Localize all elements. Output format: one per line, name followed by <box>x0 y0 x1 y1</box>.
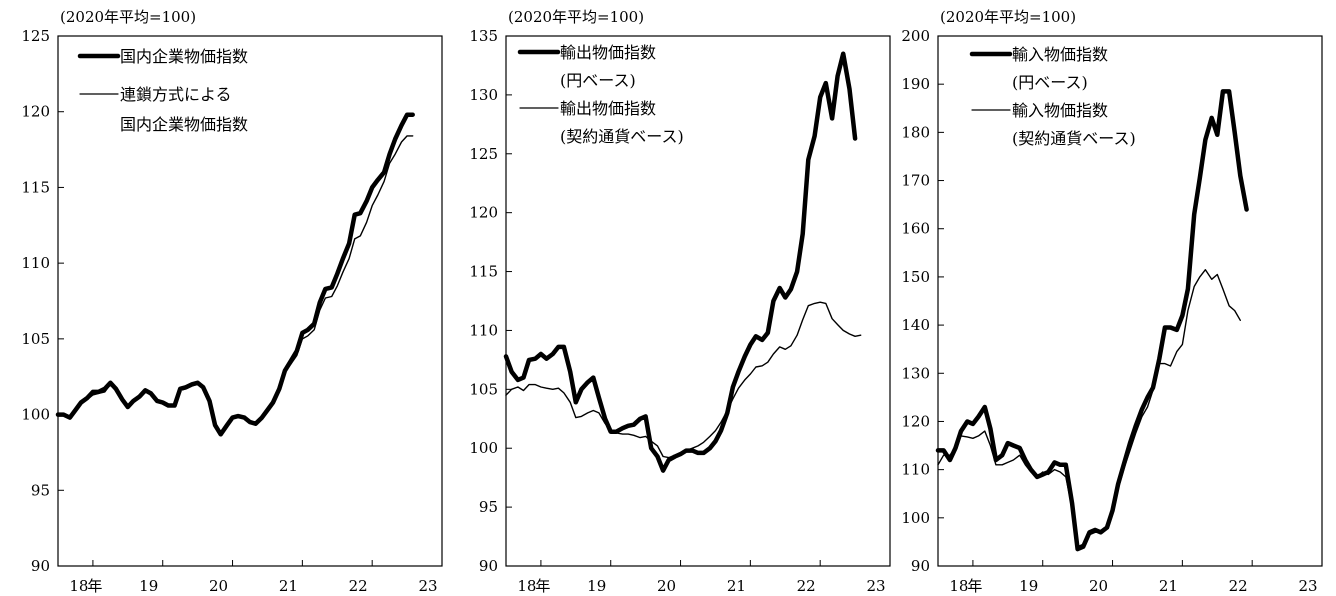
y-tick-label: 160 <box>901 220 930 238</box>
unit-label: (2020年平均=100) <box>508 8 644 26</box>
series-line-primary <box>55 112 415 437</box>
y-tick-label: 115 <box>21 178 50 196</box>
legend-label: 輸出物価指数 <box>560 99 656 118</box>
y-tick-label: 105 <box>469 380 498 398</box>
x-tick-label: 21 <box>727 577 746 595</box>
y-tick-label: 125 <box>469 145 498 163</box>
series-line-primary <box>935 89 1249 552</box>
legend-label: 輸入物価指数 <box>1012 101 1108 120</box>
x-tick-label: 22 <box>797 577 816 595</box>
legend-label: (円ベース) <box>560 71 636 90</box>
x-tick-label: 19 <box>1019 577 1038 595</box>
x-tick-label: 20 <box>209 577 228 595</box>
x-tick-label: 21 <box>1159 577 1178 595</box>
y-tick-label: 170 <box>901 172 930 190</box>
y-tick-label: 140 <box>901 316 930 334</box>
chart-panel-domestic: (2020年平均=100) 90 95 100 105 110 115 120 125 18 19 2… <box>0 0 448 596</box>
y-tick-label: 100 <box>901 509 930 527</box>
x-tick-label: 20 <box>657 577 676 595</box>
plot-frame <box>937 35 1323 567</box>
plot-frame <box>505 35 891 567</box>
chart-panel-export: (2020年平均=100) 90 95 100 105 110 115 120 125 130 13… <box>448 0 896 596</box>
series-line-secondary <box>57 135 414 434</box>
x-tick-label: 18 <box>69 577 88 595</box>
chart-panel-import: (2020年平均=100) 90 100 110 120 130 140 150 160 170 1… <box>896 0 1336 596</box>
y-tick-label: 100 <box>21 406 50 424</box>
chart-export-price-index: (2020年平均=100) 90 95 100 105 110 115 120 125 130 13… <box>469 8 891 595</box>
y-tick-label: 150 <box>901 268 930 286</box>
y-tick-label: 135 <box>469 27 498 45</box>
chart-domestic-cgpi: (2020年平均=100) 90 95 100 105 110 115 120 125 18 19 2… <box>21 8 443 595</box>
chart-import-price-index: (2020年平均=100) 90 100 110 120 130 140 150 160 170 1… <box>901 8 1323 595</box>
x-tick-label: 18 <box>949 577 968 595</box>
x-tick-label: 21 <box>279 577 298 595</box>
y-tick-label: 90 <box>911 557 930 575</box>
y-tick-label: 90 <box>479 557 498 575</box>
y-tick-label: 120 <box>21 103 50 121</box>
x-axis-label: 年 <box>535 577 550 595</box>
x-tick-label: 19 <box>139 577 158 595</box>
x-tick-label: 19 <box>587 577 606 595</box>
unit-label: (2020年平均=100) <box>60 8 196 26</box>
y-tick-label: 110 <box>21 254 50 272</box>
y-tick-label: 180 <box>901 123 930 141</box>
y-tick-label: 100 <box>469 439 498 457</box>
y-tick-label: 200 <box>901 27 930 45</box>
y-tick-label: 120 <box>901 412 930 430</box>
y-tick-label: 95 <box>479 498 498 516</box>
y-tick-label: 110 <box>469 321 498 339</box>
legend-label: 連鎖方式による <box>120 85 232 104</box>
y-tick-label: 120 <box>469 204 498 222</box>
x-axis-label: 年 <box>967 577 982 595</box>
x-axis-label: 年 <box>87 577 102 595</box>
y-tick-label: 105 <box>21 330 50 348</box>
legend-label: 国内企業物価指数 <box>120 115 248 134</box>
x-tick-label: 20 <box>1089 577 1108 595</box>
unit-label: (2020年平均=100) <box>940 8 1076 26</box>
x-tick-label: 23 <box>418 577 437 595</box>
series-line-secondary <box>505 301 862 459</box>
legend-label: (契約通貨ベース) <box>1012 129 1136 148</box>
series-line-secondary <box>937 269 1241 548</box>
x-tick-label: 18 <box>517 577 536 595</box>
y-tick-label: 130 <box>469 86 498 104</box>
x-tick-label: 23 <box>1298 577 1317 595</box>
legend-label: 輸出物価指数 <box>560 43 656 62</box>
series-line-primary <box>503 51 858 473</box>
y-tick-label: 125 <box>21 27 50 45</box>
plot-frame <box>57 35 443 567</box>
legend-label: (円ベース) <box>1012 73 1088 92</box>
y-tick-label: 190 <box>901 75 930 93</box>
y-tick-label: 95 <box>31 481 50 499</box>
legend-label: 国内企業物価指数 <box>120 47 248 66</box>
x-tick-label: 22 <box>1229 577 1248 595</box>
x-tick-label: 23 <box>866 577 885 595</box>
y-tick-label: 130 <box>901 364 930 382</box>
legend-label: 輸入物価指数 <box>1012 45 1108 64</box>
legend-label: (契約通貨ベース) <box>560 127 684 146</box>
y-tick-label: 115 <box>469 263 498 281</box>
x-tick-label: 22 <box>349 577 368 595</box>
y-tick-label: 110 <box>901 461 930 479</box>
y-tick-label: 90 <box>31 557 50 575</box>
